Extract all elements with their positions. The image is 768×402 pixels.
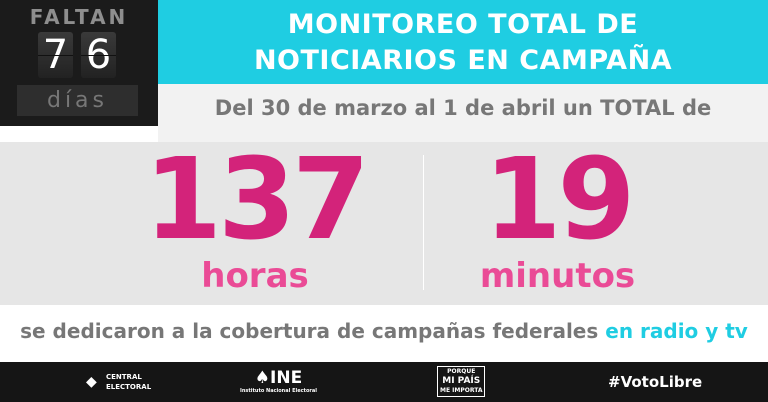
minutes-value: 19 xyxy=(483,135,636,265)
coverage-text-main: se dedicaron a la cobertura de campañas … xyxy=(20,319,606,343)
stats-band xyxy=(0,142,768,305)
days-counter: FALTAN 7 6 días xyxy=(0,0,158,126)
counter-digit: 7 xyxy=(38,32,73,78)
logo-text: CENTRAL xyxy=(106,373,142,381)
hours-label: horas xyxy=(201,256,309,296)
logo-text: PORQUE xyxy=(447,368,476,375)
divider xyxy=(423,155,424,290)
central-electoral-logo: ◆ CENTRAL ELECTORAL xyxy=(86,372,151,392)
minutes-label: minutos xyxy=(479,256,636,296)
date-range-text: Del 30 de marzo al 1 de abril un TOTAL d… xyxy=(158,84,768,142)
central-electoral-icon: ◆ xyxy=(86,374,97,390)
logo-text: ELECTORAL xyxy=(106,383,152,391)
coverage-text: se dedicaron a la cobertura de campañas … xyxy=(0,305,768,362)
days-label: días xyxy=(17,85,138,116)
coverage-text-highlight: en radio y tv xyxy=(605,319,748,343)
hashtag: #VotoLibre xyxy=(608,373,703,391)
hours-value: 137 xyxy=(144,135,370,265)
logo-text: ME IMPORTA xyxy=(440,387,483,394)
logo-text: INE xyxy=(270,368,303,388)
logo-text: MI PAÍS xyxy=(442,376,481,386)
header-title: MONITOREO TOTAL DE NOTICIARIOS EN CAMPAÑ… xyxy=(158,0,768,84)
counter-digit: 6 xyxy=(81,32,116,78)
faltan-label: FALTAN xyxy=(29,5,129,29)
porque-mi-pais-logo: PORQUE MI PAÍS ME IMPORTA xyxy=(437,366,486,397)
header-line: NOTICIARIOS EN CAMPAÑA xyxy=(253,45,673,76)
logo-text: Instituto Nacional Electoral xyxy=(240,388,317,394)
ine-icon: ♠ xyxy=(254,368,271,388)
ine-logo: ♠INE Instituto Nacional Electoral xyxy=(240,368,317,395)
footer: ◆ CENTRAL ELECTORAL ♠INE Instituto Nacio… xyxy=(0,362,768,402)
header-line: MONITOREO TOTAL DE xyxy=(287,9,639,40)
